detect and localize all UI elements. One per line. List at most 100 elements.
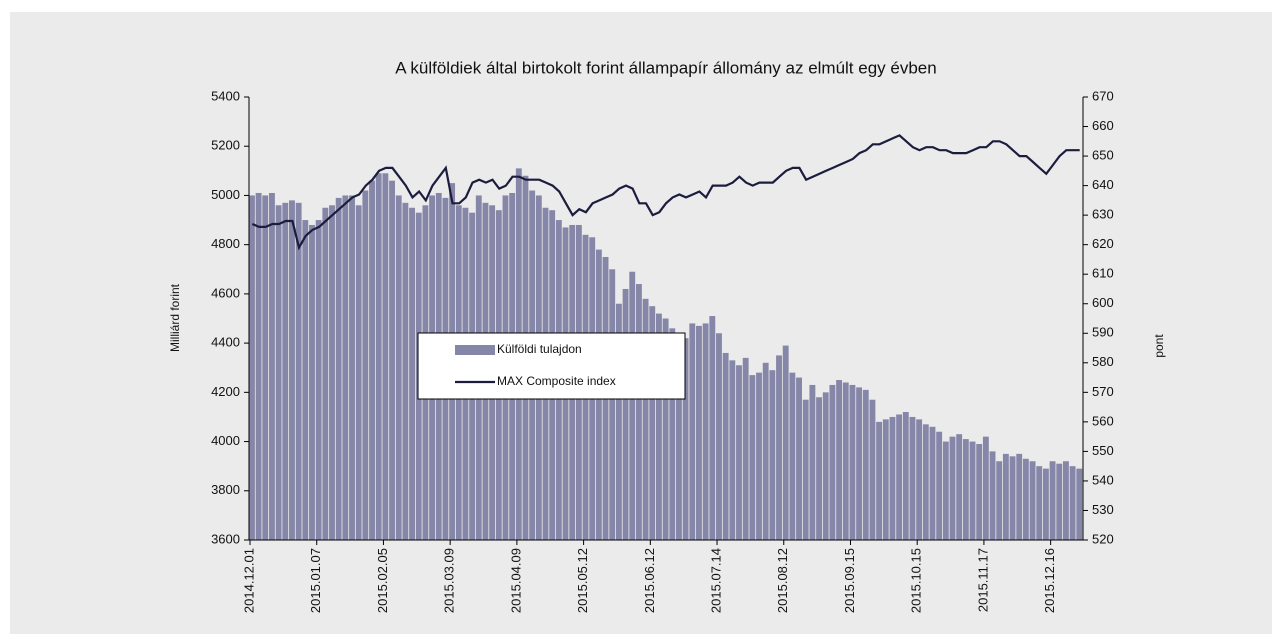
- y-tick-label: 5000: [211, 187, 240, 202]
- bar: [769, 370, 776, 540]
- bar: [882, 419, 889, 540]
- y-tick-label: 3600: [211, 531, 240, 546]
- y2-tick-label: 660: [1092, 118, 1114, 133]
- bar: [676, 333, 682, 540]
- bar: [1022, 458, 1029, 540]
- bar: [909, 416, 916, 540]
- bar: [682, 338, 689, 540]
- bar: [736, 365, 742, 540]
- bar: [662, 318, 669, 540]
- bar: [289, 200, 295, 540]
- y2-tick-label: 620: [1092, 236, 1114, 251]
- y2-tick-label: 550: [1092, 443, 1114, 458]
- bar: [809, 384, 816, 540]
- bar: [262, 195, 269, 540]
- y2-tick-label: 590: [1092, 325, 1114, 340]
- bar: [369, 180, 375, 540]
- bar: [269, 192, 275, 540]
- bar: [829, 384, 836, 540]
- bar: [762, 362, 769, 540]
- y-tick-label: 4600: [211, 285, 240, 300]
- bar: [916, 419, 923, 540]
- bar: [896, 414, 903, 540]
- y-tick-label: 4400: [211, 335, 240, 350]
- bar: [729, 360, 736, 540]
- x-tick-label: 2015.03.09: [442, 548, 457, 613]
- bar: [982, 436, 989, 540]
- y2-tick-label: 580: [1092, 354, 1114, 369]
- x-tick-label: 2015.12.16: [1042, 548, 1057, 613]
- bar: [889, 416, 896, 540]
- bar: [936, 431, 943, 540]
- bar: [1056, 463, 1063, 540]
- y2-tick-label: 610: [1092, 266, 1114, 281]
- bar: [295, 202, 302, 541]
- bar: [709, 316, 716, 540]
- bar: [989, 451, 996, 540]
- y2-tick-label: 520: [1092, 531, 1114, 546]
- bar: [796, 377, 802, 540]
- y-tick-label: 5400: [211, 88, 240, 103]
- bar: [702, 323, 709, 540]
- y2-tick-label: 600: [1092, 295, 1114, 310]
- bar: [255, 192, 262, 540]
- y2-tick-label: 670: [1092, 88, 1114, 103]
- bar: [822, 392, 829, 540]
- y2-tick-label: 540: [1092, 472, 1114, 487]
- bar: [816, 397, 822, 540]
- bar: [789, 372, 796, 540]
- y-tick-label: 4000: [211, 433, 240, 448]
- bar: [642, 298, 649, 540]
- bar: [655, 313, 662, 540]
- y-tick-label: 4800: [211, 236, 240, 251]
- bar: [402, 202, 409, 541]
- x-tick-label: 2015.04.09: [508, 548, 523, 613]
- bar: [836, 380, 843, 540]
- x-tick-label: 2015.02.05: [375, 548, 390, 613]
- legend-label: Külföldi tulajdon: [497, 342, 582, 356]
- y2-tick-label: 640: [1092, 177, 1114, 192]
- bar: [1029, 461, 1036, 540]
- bar: [409, 207, 415, 540]
- bar: [856, 387, 863, 540]
- bar: [609, 269, 616, 540]
- bar: [1049, 461, 1056, 540]
- bar: [395, 195, 402, 540]
- bar: [382, 173, 389, 541]
- bar: [1042, 468, 1049, 540]
- bar: [649, 306, 656, 540]
- legend-box: [417, 332, 686, 400]
- bar: [976, 444, 983, 540]
- bar: [362, 190, 369, 540]
- bar: [629, 271, 636, 540]
- y2-tick-label: 530: [1092, 502, 1114, 517]
- y2-tick-label: 560: [1092, 413, 1114, 428]
- bar: [802, 399, 809, 540]
- bar: [742, 357, 749, 540]
- bar: [782, 345, 789, 540]
- y2-axis-title: pont: [1152, 334, 1166, 358]
- x-tick-label: 2015.01.07: [308, 548, 323, 613]
- bar: [349, 195, 355, 540]
- x-tick-label: 2015.11.17: [975, 548, 990, 612]
- bar: [249, 195, 255, 540]
- bar: [902, 412, 909, 540]
- bar: [969, 441, 976, 540]
- bar: [322, 207, 329, 540]
- bar: [776, 355, 782, 540]
- y-axis-title: Milliárd forint: [168, 283, 182, 352]
- bar: [756, 372, 762, 540]
- bar: [315, 220, 322, 541]
- x-tick-label: 2015.09.15: [842, 548, 857, 613]
- x-tick-label: 2014.12.01: [241, 548, 256, 613]
- bar: [862, 389, 869, 540]
- bar: [309, 224, 315, 540]
- bar: [949, 436, 956, 540]
- bar: [956, 434, 963, 540]
- x-tick-label: 2015.10.15: [909, 548, 924, 613]
- bar: [375, 173, 382, 541]
- y2-tick-label: 570: [1092, 384, 1114, 399]
- y-tick-label: 3800: [211, 482, 240, 497]
